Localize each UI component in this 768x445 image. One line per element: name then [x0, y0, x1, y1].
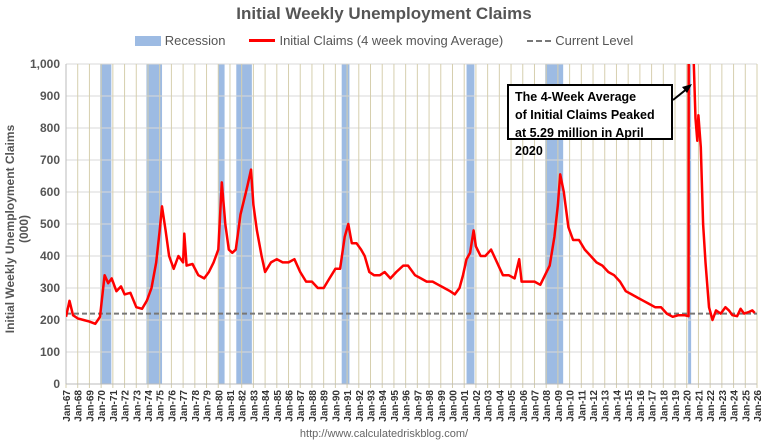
- x-tick-label: Jan-86: [285, 390, 296, 422]
- legend-label: Initial Claims (4 week moving Average): [279, 33, 504, 48]
- x-tick-label: Jan-07: [530, 390, 541, 422]
- x-tick-label: Jan-98: [425, 390, 436, 422]
- y-tick-label: 300: [40, 281, 60, 295]
- peak-annotation: The 4-Week Average of Initial Claims Pea…: [507, 84, 673, 158]
- x-tick-label: Jan-16: [636, 390, 647, 422]
- x-tick-label: Jan-06: [519, 390, 530, 422]
- x-tick-label: Jan-76: [167, 390, 178, 422]
- annotation-arrowhead: [682, 84, 692, 93]
- x-tick-label: Jan-18: [659, 390, 670, 422]
- x-tick-label: Jan-12: [589, 390, 600, 422]
- y-tick-label: 0: [53, 377, 60, 391]
- x-tick-label: Jan-21: [694, 390, 705, 422]
- x-tick-label: Jan-09: [554, 390, 565, 422]
- x-tick-label: Jan-24: [730, 390, 741, 422]
- y-tick-label: 600: [40, 185, 60, 199]
- recession-swatch: [134, 35, 161, 46]
- x-tick-label: Jan-15: [624, 390, 635, 422]
- x-tick-label: Jan-94: [378, 390, 389, 422]
- x-tick-label: Jan-89: [320, 390, 331, 422]
- x-tick-label: Jan-73: [132, 390, 143, 422]
- annotation-line: The 4-Week Average: [515, 90, 637, 104]
- current-swatch: [527, 39, 552, 42]
- x-tick-label: Jan-05: [507, 390, 518, 422]
- x-tick-label: Jan-23: [718, 390, 729, 422]
- x-tick-label: Jan-96: [402, 390, 413, 422]
- x-tick-label: Jan-80: [214, 390, 225, 422]
- x-tick-label: Jan-75: [156, 390, 167, 422]
- x-tick-label: Jan-81: [226, 390, 237, 422]
- x-tick-label: Jan-84: [261, 390, 272, 422]
- y-tick-label: 800: [40, 121, 60, 135]
- x-tick-label: Jan-79: [203, 390, 214, 422]
- x-tick-label: Jan-82: [238, 390, 249, 422]
- x-tick-label: Jan-71: [109, 390, 120, 422]
- x-tick-label: Jan-03: [484, 390, 495, 422]
- x-tick-label: Jan-68: [74, 390, 85, 422]
- y-tick-label: 100: [40, 345, 60, 359]
- x-tick-label: Jan-25: [741, 390, 752, 422]
- source-url: http://www.calculatedriskblog.com/: [299, 428, 469, 440]
- x-tick-label: Jan-11: [577, 390, 588, 422]
- x-tick-label: Jan-99: [437, 390, 448, 422]
- x-tick-label: Jan-04: [495, 390, 506, 422]
- x-tick-label: Jan-70: [97, 390, 108, 422]
- legend-item-recession: Recession: [134, 33, 226, 48]
- x-tick-label: Jan-90: [331, 390, 342, 422]
- x-tick-label: Jan-17: [648, 390, 659, 422]
- x-tick-label: Jan-22: [706, 390, 717, 422]
- legend-label: Recession: [164, 33, 226, 48]
- legend-label: Current Level: [555, 33, 634, 48]
- legend-item-current: Current Level: [527, 33, 633, 48]
- annotation-line: of Initial Claims Peaked: [515, 108, 655, 122]
- x-tick-label: Jan-88: [308, 390, 319, 422]
- x-tick-label: Jan-77: [179, 390, 190, 422]
- x-tick-label: Jan-87: [296, 390, 307, 422]
- x-tick-label: Jan-95: [390, 390, 401, 422]
- claims-swatch: [249, 39, 276, 42]
- y-tick-label: 700: [40, 153, 60, 167]
- x-tick-label: Jan-67: [62, 390, 73, 422]
- x-tick-label: Jan-02: [472, 390, 483, 422]
- x-tick-label: Jan-20: [683, 390, 694, 422]
- x-tick-label: Jan-00: [448, 390, 459, 422]
- x-tick-label: Jan-08: [542, 390, 553, 422]
- claims-series-line: [66, 64, 756, 326]
- y-tick-label: 500: [40, 217, 60, 231]
- chart-title: Initial Weekly Unemployment Claims: [236, 4, 532, 23]
- x-tick-label: Jan-69: [85, 390, 96, 422]
- legend: Recession Initial Claims (4 week moving …: [0, 33, 768, 48]
- y-tick-label: 200: [40, 313, 60, 327]
- x-tick-label: Jan-91: [343, 390, 354, 422]
- x-tick-label: Jan-83: [249, 390, 260, 422]
- x-tick-label: Jan-26: [753, 390, 764, 422]
- x-tick-label: Jan-14: [612, 390, 623, 422]
- x-tick-label: Jan-13: [601, 390, 612, 422]
- x-tick-label: Jan-01: [460, 390, 471, 422]
- annotation-line: at 5.29 million in April 2020: [515, 126, 644, 158]
- x-tick-label: Jan-92: [355, 390, 366, 422]
- x-tick-label: Jan-19: [671, 390, 682, 422]
- y-tick-label: 1,000: [30, 57, 60, 71]
- y-tick-label: 900: [40, 89, 60, 103]
- x-tick-label: Jan-93: [367, 390, 378, 422]
- x-tick-label: Jan-97: [413, 390, 424, 422]
- x-tick-label: Jan-74: [144, 390, 155, 422]
- y-tick-label: 400: [40, 249, 60, 263]
- x-tick-label: Jan-78: [191, 390, 202, 422]
- x-tick-label: Jan-10: [566, 390, 577, 422]
- x-tick-label: Jan-85: [273, 390, 284, 422]
- legend-item-claims: Initial Claims (4 week moving Average): [249, 33, 503, 48]
- x-tick-label: Jan-72: [121, 390, 132, 422]
